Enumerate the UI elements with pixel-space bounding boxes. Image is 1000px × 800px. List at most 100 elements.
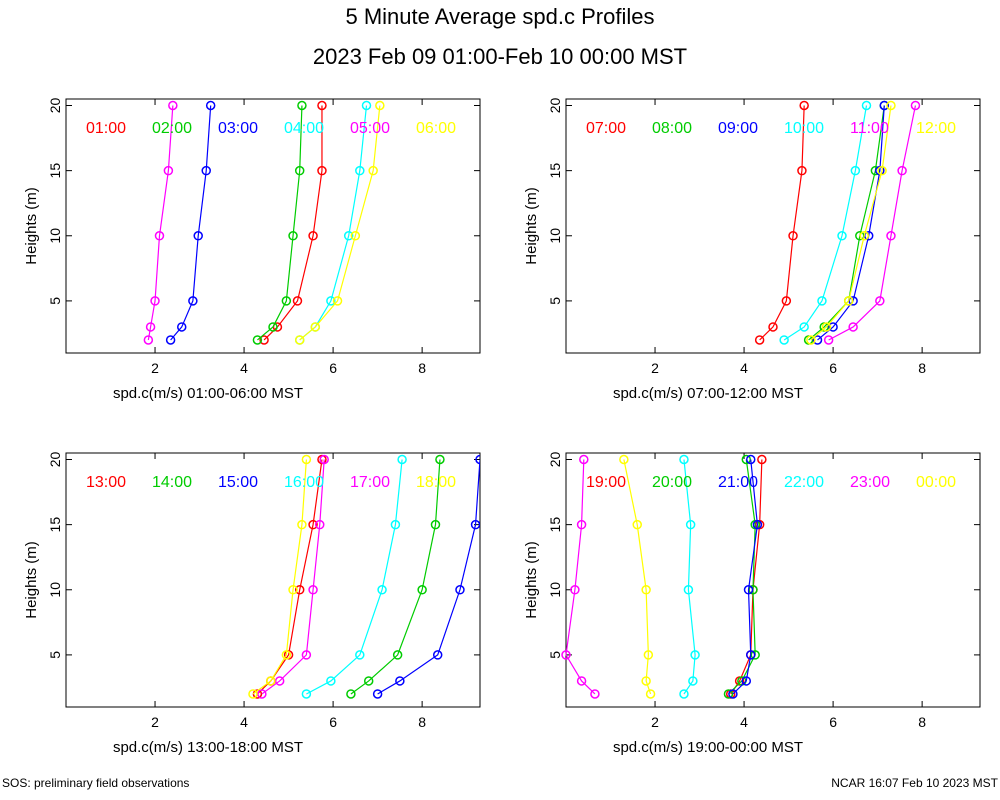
data-point: [645, 689, 656, 699]
x-axis-label: spd.c(m/s) 07:00-12:00 MST: [613, 385, 803, 402]
data-point: [281, 650, 292, 660]
data-point: [165, 335, 176, 345]
data-point: [886, 231, 896, 241]
data-point: [317, 165, 327, 176]
data-point: [859, 231, 870, 241]
data-point: [679, 689, 689, 699]
data-point: [205, 100, 216, 111]
data-point: [301, 454, 312, 465]
x-tick-label: 8: [918, 714, 926, 730]
data-point: [679, 454, 689, 465]
series-line-12:00: [810, 105, 892, 341]
legend-label: 01:00: [86, 120, 126, 137]
data-point: [788, 231, 798, 241]
y-tick-label: 10: [47, 582, 63, 598]
data-point: [310, 322, 321, 332]
data-point: [397, 454, 407, 465]
data-point: [576, 676, 587, 686]
x-tick-label: 8: [918, 360, 926, 376]
data-point: [643, 650, 654, 660]
legend-label: 02:00: [152, 120, 192, 137]
data-point: [176, 322, 187, 332]
data-point: [257, 689, 267, 699]
data-point: [817, 296, 827, 306]
y-tick-label: 5: [547, 651, 563, 659]
data-point: [910, 100, 921, 111]
data-point: [392, 650, 403, 660]
x-tick-label: 2: [151, 714, 159, 730]
data-point: [274, 676, 285, 686]
data-point: [332, 296, 343, 306]
series-line-11:00: [828, 105, 917, 341]
data-point: [297, 519, 307, 530]
data-point: [455, 585, 465, 595]
series-line-21:00: [732, 459, 759, 695]
legend-label: 18:00: [416, 474, 456, 491]
legend-label: 15:00: [218, 474, 258, 491]
data-point: [752, 519, 763, 530]
data-point: [252, 335, 263, 345]
data-point: [268, 322, 278, 332]
data-point: [326, 676, 336, 686]
data-point: [757, 454, 767, 465]
series-line-18:00: [252, 459, 307, 695]
data-point: [723, 689, 734, 699]
data-point: [475, 454, 480, 465]
legend-label: 05:00: [350, 120, 390, 137]
panel-1: 2 4 6 8 5 10 15 20 spd.c(m/s) 01:00-06:00 MST Hei…: [23, 98, 481, 402]
x-axis-label: spd.c(m/s) 19:00-00:00 MST: [613, 739, 803, 756]
data-point: [319, 454, 329, 465]
data-point: [470, 519, 480, 530]
series-line-00:00: [623, 459, 652, 695]
x-tick-label: 6: [329, 360, 337, 376]
data-point: [301, 689, 312, 699]
legend-label: 14:00: [152, 474, 192, 491]
data-point: [375, 100, 385, 111]
data-point: [743, 585, 754, 595]
data-point: [377, 585, 387, 595]
data-point: [417, 585, 427, 595]
data-point: [361, 100, 372, 111]
data-point: [294, 335, 305, 345]
data-point: [875, 296, 885, 306]
series-line-16:00: [306, 459, 403, 695]
data-point: [886, 100, 896, 111]
data-point: [188, 296, 198, 306]
x-axis-label: spd.c(m/s) 01:00-06:00 MST: [113, 385, 303, 402]
data-point: [368, 165, 378, 176]
legend-label: 04:00: [284, 120, 324, 137]
chart-title: 5 Minute Average spd.c Profiles: [345, 4, 655, 29]
data-point: [821, 322, 832, 332]
data-point: [372, 689, 383, 699]
data-point: [326, 296, 336, 306]
x-axis-label: spd.c(m/s) 13:00-18:00 MST: [113, 739, 303, 756]
y-tick-label: 10: [547, 582, 563, 598]
legend-label: 08:00: [652, 120, 692, 137]
data-point: [266, 676, 276, 686]
data-point: [355, 650, 365, 660]
legend-label: 12:00: [916, 120, 956, 137]
y-axis-label: Heights (m): [23, 541, 40, 619]
data-point: [843, 296, 854, 306]
data-point: [363, 676, 374, 686]
y-axis-label: Heights (m): [523, 541, 540, 619]
data-point: [897, 165, 907, 176]
data-point: [590, 689, 600, 699]
y-tick-label: 15: [547, 517, 563, 533]
y-tick-label: 20: [47, 452, 63, 468]
legend-label: 00:00: [916, 474, 956, 491]
x-tick-label: 2: [651, 360, 659, 376]
data-point: [346, 689, 356, 699]
data-point: [561, 650, 571, 660]
data-point: [799, 100, 809, 111]
data-point: [395, 676, 405, 686]
data-point: [745, 454, 756, 465]
footer-timestamp: NCAR 16:07 Feb 10 2023 MST: [831, 776, 998, 790]
series-line-08:00: [808, 105, 885, 341]
y-tick-label: 20: [547, 98, 563, 114]
x-tick-label: 4: [740, 714, 748, 730]
y-tick-label: 20: [547, 452, 563, 468]
legend-label: 23:00: [850, 474, 890, 491]
panel-3: 2 4 6 8 5 10 15 20 spd.c(m/s) 13:00-18:00 MST Hei…: [23, 452, 481, 756]
